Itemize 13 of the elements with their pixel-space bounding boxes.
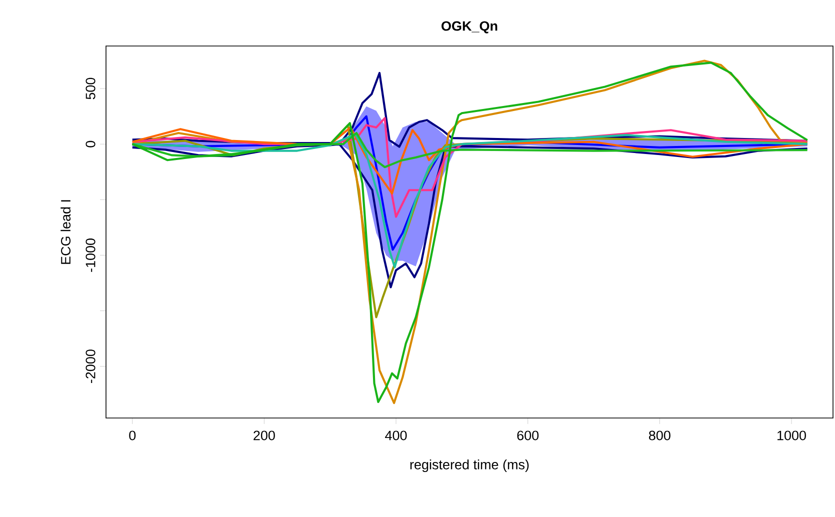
- y-tick-label: 500: [86, 78, 96, 100]
- y-tick-label: -1000: [86, 238, 96, 272]
- x-tick-label: 400: [385, 430, 407, 440]
- chart-title: OGK_Qn: [442, 21, 498, 34]
- y-axis-title: ECG lead I: [60, 200, 71, 264]
- x-tick-label: 1000: [778, 430, 806, 440]
- y-tick-label: -2000: [86, 350, 96, 383]
- x-tick-label: 0: [129, 430, 136, 440]
- x-tick-label: 600: [517, 430, 539, 440]
- x-tick-label: 800: [648, 430, 670, 440]
- x-tick-label: 200: [254, 430, 275, 440]
- x-axis-title: registered time (ms): [410, 459, 529, 472]
- y-tick-label: 0: [86, 140, 96, 148]
